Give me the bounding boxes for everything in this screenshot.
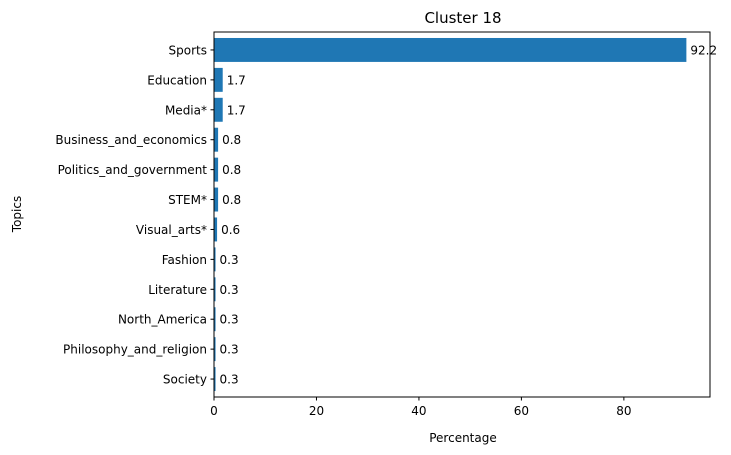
plot-area: 92.2 1.7 1.7 0.8 0.8 0.8 0.6 0.3 0.3 0.3 0.3 0.3 bbox=[214, 37, 717, 392]
bar bbox=[214, 67, 223, 92]
bar bbox=[214, 157, 219, 182]
chart-title: Cluster 18 bbox=[424, 9, 501, 27]
x-tick-label: 20 bbox=[309, 404, 324, 418]
data-label: 0.3 bbox=[220, 313, 239, 327]
x-tick-label: 60 bbox=[514, 404, 529, 418]
data-label: 0.3 bbox=[220, 283, 239, 297]
bar bbox=[214, 247, 216, 272]
bar bbox=[214, 187, 219, 212]
y-tick-label: Politics_and_government bbox=[58, 163, 208, 177]
y-axis: Sports Education Media* Business_and_econom… bbox=[55, 43, 214, 387]
y-tick-label: Education bbox=[147, 73, 207, 87]
bar bbox=[214, 337, 216, 362]
y-tick-label: Business_and_economics bbox=[55, 133, 207, 147]
data-label: 0.8 bbox=[222, 193, 241, 207]
bar bbox=[214, 277, 216, 302]
bar bbox=[214, 127, 219, 152]
data-label: 0.3 bbox=[220, 373, 239, 387]
y-tick-label: Sports bbox=[169, 43, 207, 57]
data-label: 0.8 bbox=[222, 133, 241, 147]
y-tick-label: Literature bbox=[148, 283, 207, 297]
y-axis-label: Topics bbox=[10, 196, 24, 233]
data-label: 92.2 bbox=[690, 43, 717, 57]
x-tick-label: 40 bbox=[411, 404, 426, 418]
bar bbox=[214, 367, 216, 392]
data-label: 0.3 bbox=[220, 343, 239, 357]
data-label: 0.8 bbox=[222, 163, 241, 177]
x-axis-label: Percentage bbox=[429, 431, 497, 445]
data-label: 1.7 bbox=[227, 103, 246, 117]
plot-frame bbox=[213, 31, 711, 398]
bar bbox=[214, 307, 216, 332]
y-tick-label: North_America bbox=[118, 313, 207, 327]
bar bbox=[214, 37, 687, 62]
x-tick-label: 0 bbox=[210, 404, 218, 418]
data-label: 0.3 bbox=[220, 253, 239, 267]
data-label: 1.7 bbox=[227, 73, 246, 87]
y-tick-label: Media* bbox=[165, 103, 207, 117]
x-tick-label: 80 bbox=[616, 404, 631, 418]
x-axis: 0 20 40 60 80 bbox=[210, 397, 632, 418]
y-tick-label: Society bbox=[163, 373, 207, 387]
bar bbox=[214, 217, 218, 242]
y-tick-label: Fashion bbox=[162, 253, 207, 267]
bar bbox=[214, 97, 223, 122]
y-tick-label: Philosophy_and_religion bbox=[63, 343, 207, 357]
data-label: 0.6 bbox=[221, 223, 240, 237]
y-tick-label: STEM* bbox=[168, 193, 207, 207]
y-tick-label: Visual_arts* bbox=[136, 223, 207, 237]
